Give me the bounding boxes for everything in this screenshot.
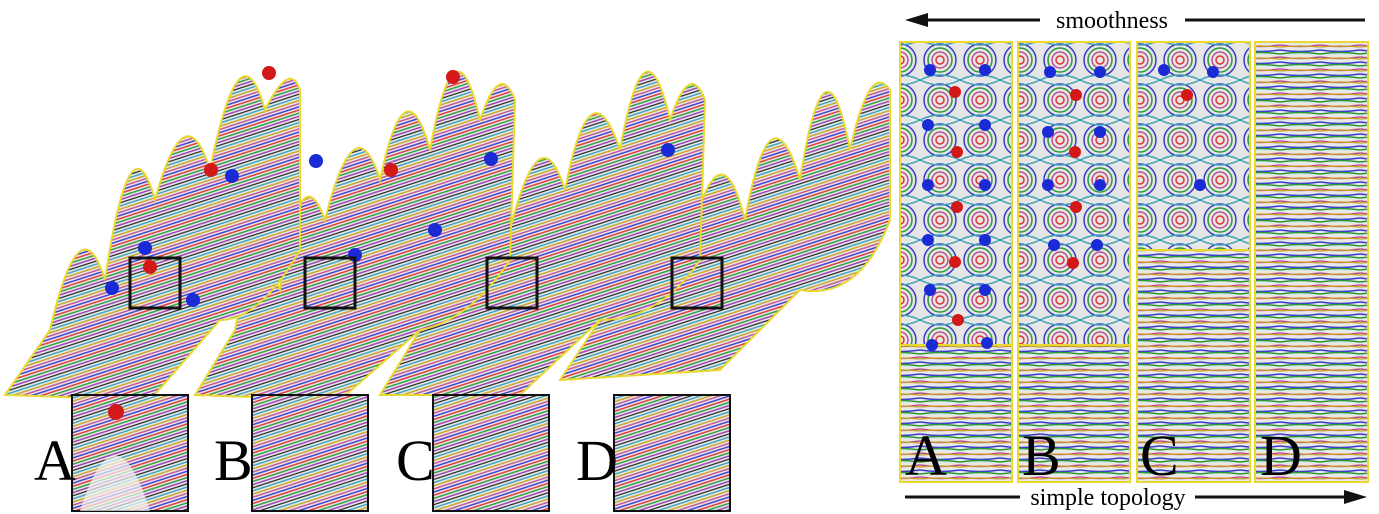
panel-label: C [1140,423,1179,488]
saddle-point [484,152,498,166]
panel-points [922,64,1219,351]
inset-labels: A B C D [34,428,618,493]
panel-label: D [1260,423,1302,488]
inset-label: C [396,428,435,493]
saddle-point [225,169,239,183]
max-point [446,70,460,84]
saddle-point [309,154,323,168]
panels [899,41,1369,483]
saddle-point [661,143,675,157]
zoom-boxes [128,256,724,310]
panel-labels: A B C D [905,423,1302,488]
bottom-label: simple topology [1030,485,1185,511]
critical-points [105,66,675,307]
max-point [262,66,276,80]
inset-label: B [214,428,253,493]
saddle-point [105,281,119,295]
max-point [143,260,157,274]
insets [71,394,731,512]
saddle-point [138,241,152,255]
inset-label: A [34,428,76,493]
panel-label: B [1022,423,1061,488]
arrows [905,13,1367,504]
saddle-point [186,293,200,307]
max-point [384,163,398,177]
max-point [204,163,218,177]
surfaces [3,70,891,402]
inset-label: D [576,428,618,493]
saddle-point [428,223,442,237]
top-label: smoothness [1056,8,1168,34]
panel-label: A [905,423,947,488]
surface [3,75,301,402]
